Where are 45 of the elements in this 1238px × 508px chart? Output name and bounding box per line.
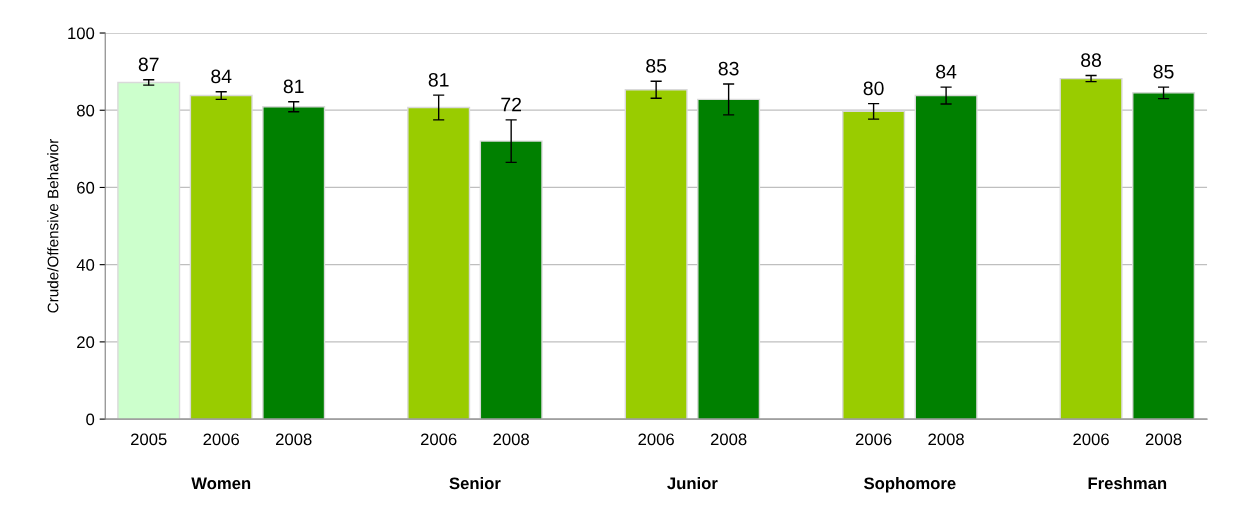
data-label: 84 (936, 64, 957, 79)
bar (407, 106, 471, 420)
bar (1132, 92, 1196, 420)
bar (914, 94, 978, 420)
text: Senior (449, 477, 501, 490)
data-label: 87 (138, 57, 159, 72)
bar (697, 98, 761, 420)
data-label: 80 (863, 81, 884, 96)
x-tick-label: 2008 (710, 433, 747, 446)
data-label: 81 (283, 79, 304, 94)
y-tick-label: 20 (77, 336, 95, 349)
x-tick-label: 2008 (1145, 433, 1182, 446)
x-tick-label: 2006 (420, 433, 457, 446)
data-label: 72 (501, 97, 521, 112)
data-label: 85 (1153, 64, 1174, 79)
text: Sophomore (864, 477, 956, 493)
bar (479, 140, 543, 420)
x-tick-label: 2006 (1073, 433, 1109, 446)
bar (189, 94, 253, 420)
text: Freshman (1088, 477, 1167, 490)
x-tick-label: 2006 (203, 433, 240, 446)
x-tick-label: 2006 (855, 433, 892, 446)
x-tick-label: 2008 (276, 433, 312, 446)
y-axis-title: Crude/Offensive Behavior (47, 138, 59, 313)
y-tick-label: 40 (76, 259, 95, 271)
data-label: 88 (1081, 53, 1102, 68)
bar (262, 106, 326, 420)
data-label: 81 (428, 72, 449, 87)
data-label: 84 (211, 69, 232, 84)
x-tick-label: 2006 (638, 433, 674, 446)
data-label: 83 (718, 61, 739, 76)
data-label: 85 (646, 59, 667, 73)
text: Women (191, 477, 251, 490)
y-tick-label: 100 (68, 27, 95, 40)
y-tick-label: 0 (86, 413, 95, 426)
y-tick-label: 60 (77, 181, 95, 194)
bar (842, 110, 906, 420)
x-tick-label: 2008 (493, 433, 529, 446)
x-tick-label: 2005 (131, 433, 167, 446)
bar (117, 81, 181, 420)
x-tick-label: 2008 (928, 433, 964, 446)
text: Junior (667, 477, 718, 490)
bar (624, 89, 688, 420)
y-tick-label: 80 (77, 104, 95, 117)
bar (1059, 77, 1123, 420)
